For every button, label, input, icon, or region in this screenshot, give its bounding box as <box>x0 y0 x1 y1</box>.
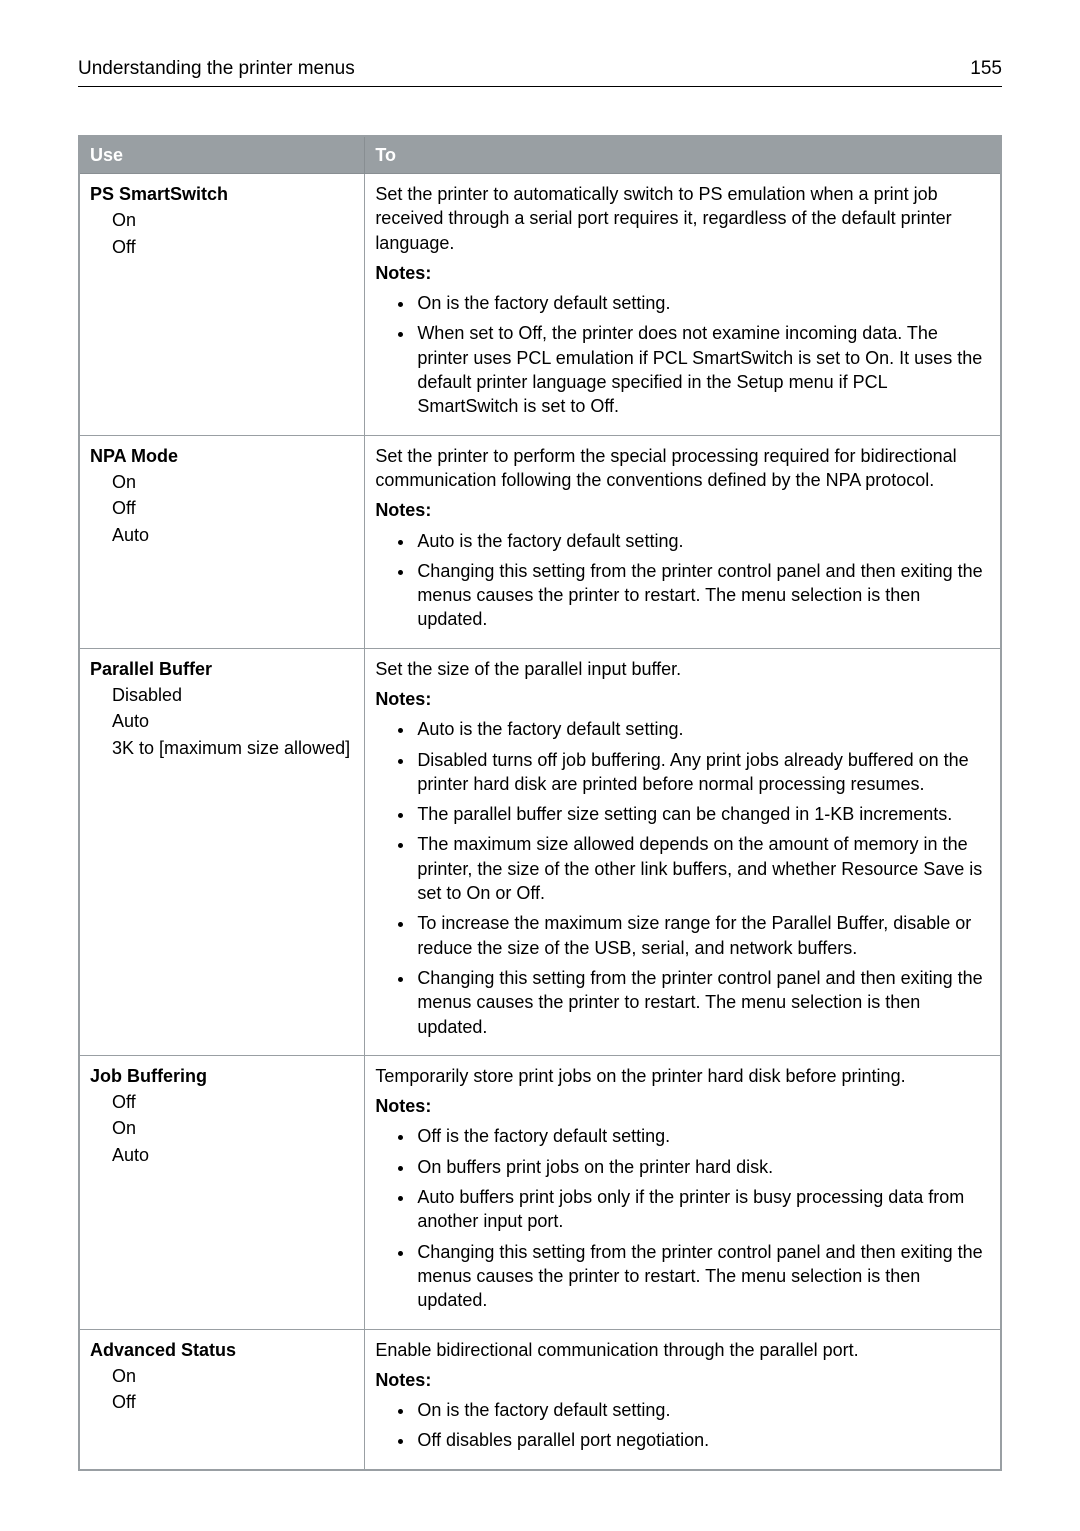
note-item: Disabled turns off job buffering. Any pr… <box>415 748 990 797</box>
option-item: Off <box>112 496 354 520</box>
use-cell: NPA ModeOnOff Auto <box>79 435 365 648</box>
use-cell: Advanced StatusOnOff <box>79 1329 365 1470</box>
use-title: NPA Mode <box>90 444 354 468</box>
notes-label: Notes: <box>375 1368 990 1392</box>
description-text: Temporarily store print jobs on the prin… <box>375 1064 990 1088</box>
note-item: On is the factory default setting. <box>415 1398 990 1422</box>
note-item: On buffers print jobs on the printer har… <box>415 1155 990 1179</box>
option-item: On <box>112 1116 354 1140</box>
to-cell: Enable bidirectional communication throu… <box>365 1329 1001 1470</box>
note-item: On is the factory default setting. <box>415 291 990 315</box>
to-cell: Set the size of the parallel input buffe… <box>365 648 1001 1055</box>
description-text: Set the printer to perform the special p… <box>375 444 990 493</box>
note-item: Auto buffers print jobs only if the prin… <box>415 1185 990 1234</box>
header-title: Understanding the printer menus <box>78 56 355 82</box>
option-item: 3K to [maximum size allowed] <box>112 736 354 760</box>
use-cell: Job BufferingOffOn Auto <box>79 1055 365 1329</box>
table-row: NPA ModeOnOff Auto Set the printer to perf… <box>79 435 1001 648</box>
header-page-number: 155 <box>970 56 1002 82</box>
notes-list: On is the factory default setting. Off di… <box>375 1398 990 1453</box>
option-item: On <box>112 1364 354 1388</box>
use-title: Parallel Buffer <box>90 657 354 681</box>
option-item: Off <box>112 235 354 259</box>
note-item: The maximum size allowed depends on the … <box>415 832 990 905</box>
note-item: Auto is the factory default setting. <box>415 717 990 741</box>
description-text: Enable bidirectional communication throu… <box>375 1338 990 1362</box>
option-list: OnOff Auto <box>90 470 354 547</box>
table-row: Parallel BufferDisabledAuto 3K to [maximu… <box>79 648 1001 1055</box>
note-item: Changing this setting from the printer c… <box>415 1240 990 1313</box>
notes-label: Notes: <box>375 498 990 522</box>
notes-list: Auto is the factory default setting. Disa… <box>375 717 990 1039</box>
note-item: Changing this setting from the printer c… <box>415 966 990 1039</box>
note-item: The parallel buffer size setting can be … <box>415 802 990 826</box>
note-item: Off is the factory default setting. <box>415 1124 990 1148</box>
column-header-to: To <box>365 136 1001 174</box>
use-title: PS SmartSwitch <box>90 182 354 206</box>
use-cell: Parallel BufferDisabledAuto 3K to [maximu… <box>79 648 365 1055</box>
note-item: When set to Off, the printer does not ex… <box>415 321 990 418</box>
option-list: OnOff <box>90 1364 354 1415</box>
note-item: Off disables parallel port negotiation. <box>415 1428 990 1452</box>
description-text: Set the size of the parallel input buffe… <box>375 657 990 681</box>
note-item: Changing this setting from the printer c… <box>415 559 990 632</box>
notes-label: Notes: <box>375 687 990 711</box>
use-title: Advanced Status <box>90 1338 354 1362</box>
note-item: Auto is the factory default setting. <box>415 529 990 553</box>
table-row: Advanced StatusOnOff Enable bidirectional… <box>79 1329 1001 1470</box>
table-header-row: Use To <box>79 136 1001 174</box>
to-cell: Set the printer to perform the special p… <box>365 435 1001 648</box>
option-item: On <box>112 470 354 494</box>
to-cell: Set the printer to automatically switch … <box>365 173 1001 435</box>
note-item: To increase the maximum size range for t… <box>415 911 990 960</box>
page-header: Understanding the printer menus 155 <box>78 56 1002 87</box>
option-item: Off <box>112 1090 354 1114</box>
option-item: Disabled <box>112 683 354 707</box>
notes-label: Notes: <box>375 261 990 285</box>
option-item: Auto <box>112 523 354 547</box>
use-cell: PS SmartSwitchOn Off <box>79 173 365 435</box>
to-cell: Temporarily store print jobs on the prin… <box>365 1055 1001 1329</box>
option-list: On Off <box>90 208 354 259</box>
notes-label: Notes: <box>375 1094 990 1118</box>
option-list: OffOn Auto <box>90 1090 354 1167</box>
table-body: PS SmartSwitchOnOffSet the printer to au… <box>79 173 1001 1469</box>
menu-table: Use To PS SmartSwitchOnOffSet the printe… <box>78 135 1002 1471</box>
option-item: On <box>112 208 354 232</box>
description-text: Set the printer to automatically switch … <box>375 182 990 255</box>
table-row: PS SmartSwitchOn Off Set the printer to au… <box>79 173 1001 435</box>
option-item: Auto <box>112 1143 354 1167</box>
option-list: DisabledAuto 3K to [maximum size allowed] <box>90 683 354 760</box>
table-row: Job BufferingOffOn Auto Temporarily store … <box>79 1055 1001 1329</box>
option-item: Auto <box>112 709 354 733</box>
use-title: Job Buffering <box>90 1064 354 1088</box>
option-item: Off <box>112 1390 354 1414</box>
notes-list: On is the factory default setting. When s… <box>375 291 990 418</box>
notes-list: Off is the factory default setting. On bu… <box>375 1124 990 1312</box>
notes-list: Auto is the factory default setting. Chan… <box>375 529 990 632</box>
column-header-use: Use <box>79 136 365 174</box>
